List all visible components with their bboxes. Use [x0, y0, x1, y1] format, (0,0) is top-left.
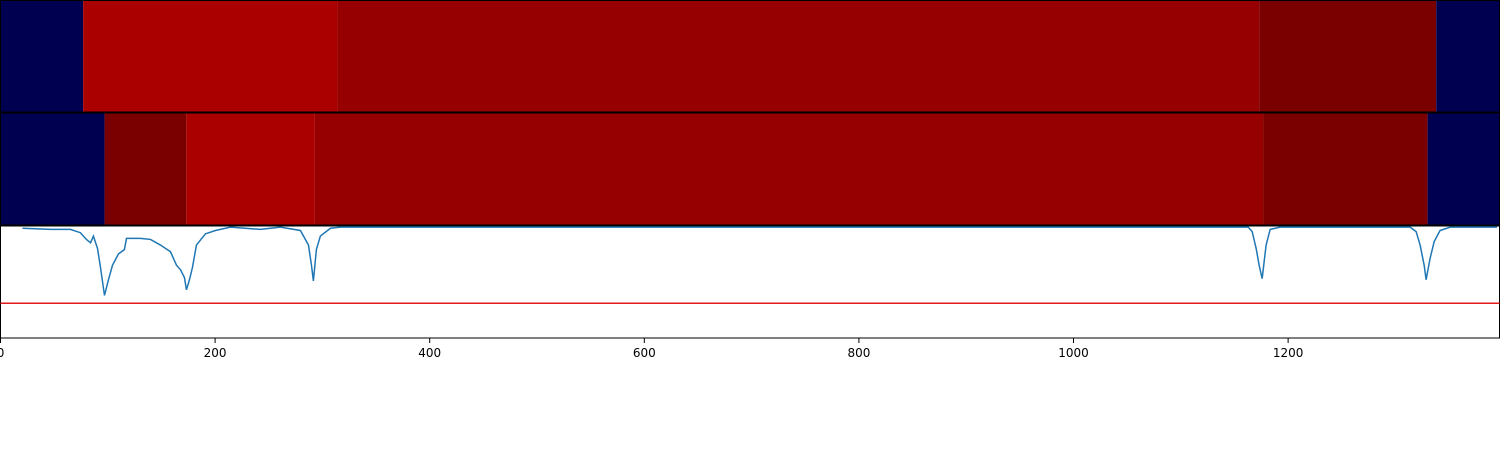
signal-line — [22, 226, 1498, 296]
segment — [1436, 0, 1500, 112]
segment — [0, 0, 84, 112]
segment — [104, 113, 187, 225]
segment — [314, 113, 1264, 225]
segment — [1427, 113, 1500, 225]
x-tick-label: 400 — [418, 346, 441, 360]
segment — [337, 0, 1260, 112]
segment — [83, 0, 338, 112]
plot-frame — [0, 225, 1500, 339]
x-tick-label: 1200 — [1273, 346, 1304, 360]
x-tick-label: 0 — [0, 346, 4, 360]
x-tick-label: 800 — [847, 346, 870, 360]
segment — [1263, 113, 1428, 225]
segment — [0, 113, 105, 225]
x-tick-label: 200 — [204, 346, 227, 360]
segment — [186, 113, 315, 225]
x-tick-label: 1000 — [1058, 346, 1089, 360]
segment — [1259, 0, 1437, 112]
x-tick-label: 600 — [633, 346, 656, 360]
